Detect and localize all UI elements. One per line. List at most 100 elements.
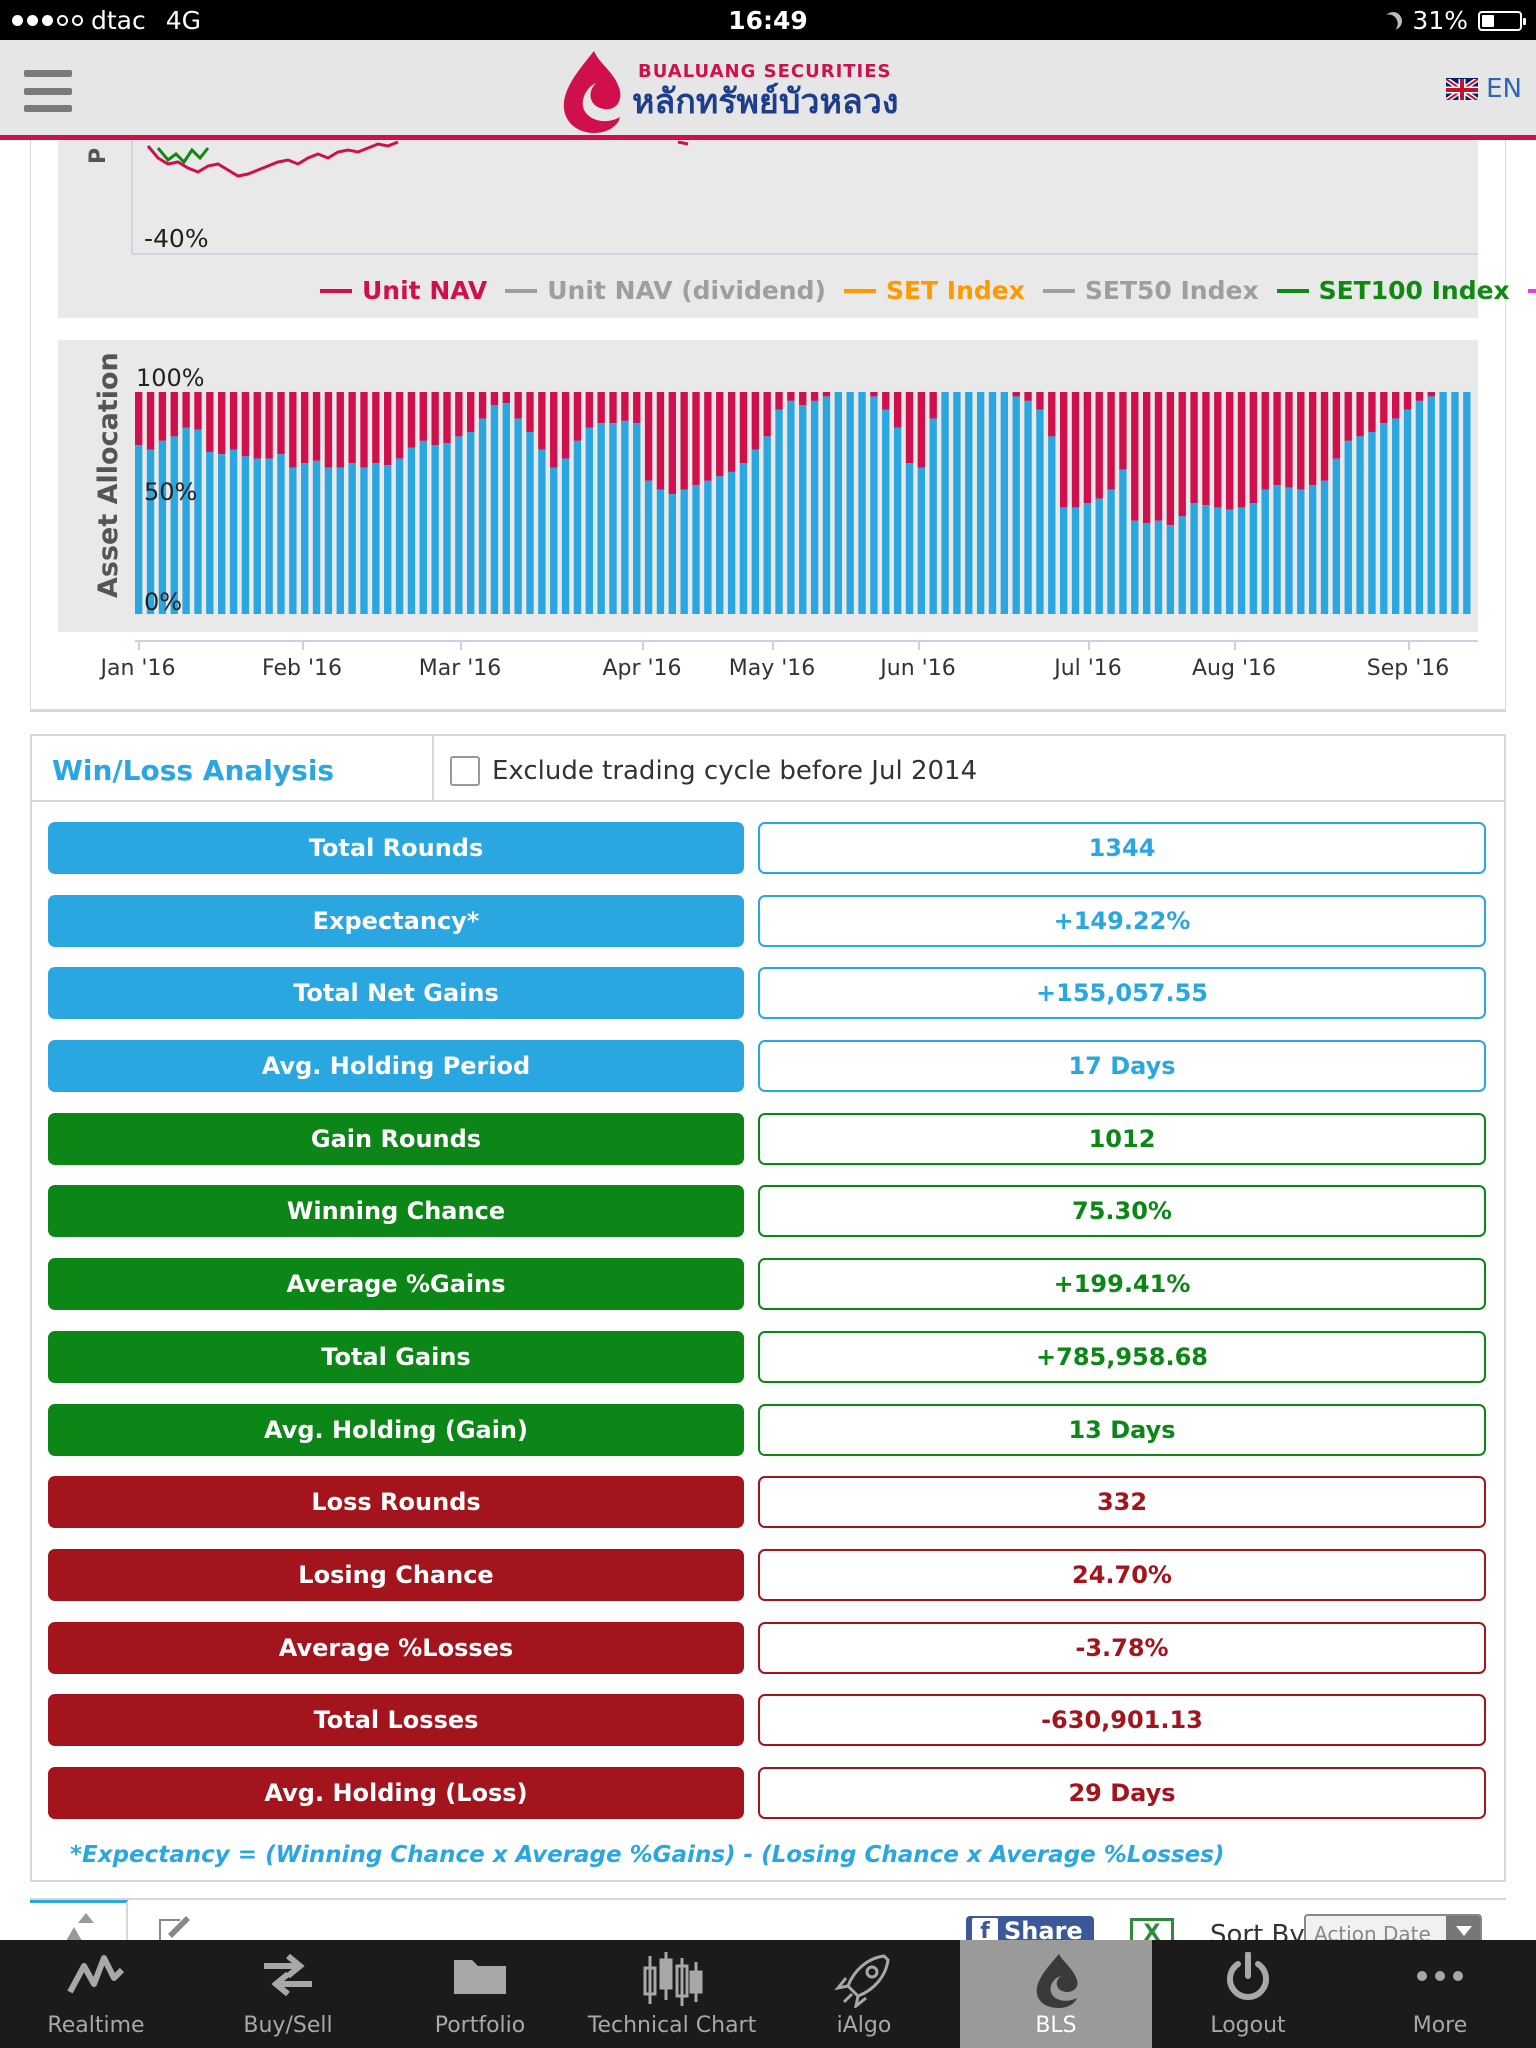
nav-more[interactable]: More [1344, 1940, 1536, 2048]
x-tick-mark [138, 640, 140, 650]
nav-buy-sell[interactable]: Buy/Sell [192, 1940, 384, 2048]
x-tick-mark [1088, 640, 1090, 650]
legend-unit-nav-dividend[interactable]: Unit NAV (dividend) [505, 276, 826, 305]
equity-bar [218, 454, 226, 614]
cash-bar [1308, 392, 1317, 486]
win-loss-row: Expectancy* +149.22% [48, 894, 1488, 947]
metric-value: 332 [758, 1476, 1486, 1529]
cash-bar [775, 392, 783, 410]
metric-label: Avg. Holding (Gain) [48, 1403, 744, 1456]
cash-bar [1297, 392, 1305, 490]
facebook-icon: f [972, 1918, 998, 1944]
equity-bar [538, 449, 546, 614]
menu-icon[interactable] [24, 70, 72, 112]
excel-export-icon[interactable]: X [1130, 1918, 1174, 1948]
cash-bar [597, 392, 605, 424]
cash-bar [1214, 392, 1222, 508]
equity-bar [253, 458, 261, 614]
exclude-cycle-checkbox[interactable] [450, 756, 480, 786]
equity-bar [419, 440, 427, 614]
edit-icon[interactable] [156, 1912, 196, 1942]
uk-flag-icon [1446, 78, 1479, 100]
equity-bar [1166, 525, 1175, 614]
equity-bar [384, 465, 392, 614]
equity-bar [1451, 392, 1459, 614]
cash-bar [680, 392, 688, 490]
equity-bar [751, 449, 759, 614]
equity-bar [490, 405, 499, 614]
cash-bar [1154, 392, 1163, 521]
win-loss-row: Total Gains +785,958.68 [48, 1330, 1488, 1383]
nav-label: More [1412, 2013, 1468, 2038]
cash-bar [656, 392, 665, 490]
nav-technical-chart[interactable]: Technical Chart [576, 1940, 768, 2048]
win-loss-header: Win/Loss Analysis Exclude trading cycle … [32, 736, 1504, 802]
nav-label: Technical Chart [587, 2013, 757, 2038]
equity-bar [870, 396, 878, 614]
equity-bar [739, 463, 748, 614]
cash-bar [538, 392, 546, 450]
equity-bar [810, 400, 819, 614]
legend-set50-index[interactable]: SET50 Index [1042, 276, 1259, 305]
equity-bar [336, 467, 344, 614]
cash-bar [467, 392, 475, 432]
win-loss-row: Losing Chance 24.70% [48, 1548, 1488, 1601]
bottom-navigation: Realtime Buy/Sell Portfolio Technical Chart… [0, 1940, 1536, 2048]
brand-logo[interactable]: BUALUANG SECURITIES หลักทรัพย์บัวหลวง [556, 46, 898, 136]
legend-set-index[interactable]: SET Index [843, 276, 1025, 305]
nav-realtime[interactable]: Realtime [0, 1940, 192, 2048]
equity-bar [846, 392, 854, 614]
equity-bar [1131, 520, 1139, 614]
nav-logout[interactable]: Logout [1152, 1940, 1344, 2048]
nav-bls[interactable]: BLS [960, 1940, 1152, 2048]
cash-bar [431, 392, 439, 446]
legend-set100-index[interactable]: SET100 Index [1276, 276, 1510, 305]
cash-bar [1048, 392, 1056, 437]
equity-bar [1273, 485, 1281, 614]
cash-bar [289, 392, 297, 468]
cash-bar [277, 392, 285, 455]
metric-value: 1344 [758, 822, 1486, 874]
performance-lines [131, 140, 1478, 255]
equity-bar [609, 423, 617, 614]
language-switch[interactable]: EN [1446, 74, 1522, 104]
win-loss-rows: Total Rounds 1344 Expectancy* +149.22% Total… [48, 822, 1488, 1840]
equity-bar [561, 458, 570, 614]
metric-value: 1012 [758, 1112, 1486, 1165]
nav-ialgo[interactable]: iAlgo [768, 1940, 960, 2048]
equity-bar [1000, 392, 1009, 614]
cash-bar [1059, 392, 1068, 508]
tab-recycle[interactable] [30, 1900, 128, 1944]
equity-bar [692, 485, 700, 614]
equity-bar [265, 458, 273, 614]
x-tick-mark [460, 640, 462, 650]
cash-bar [194, 392, 202, 430]
win-loss-row: Average %Losses -3.78% [48, 1621, 1488, 1674]
x-tick-label: May '16 [728, 656, 816, 681]
x-tick-mark [918, 640, 920, 650]
metric-label: Gain Rounds [48, 1112, 744, 1165]
equity-bar [822, 396, 831, 614]
win-loss-panel: Win/Loss Analysis Exclude trading cycle … [30, 734, 1506, 1882]
equity-bar [1297, 489, 1305, 614]
equity-bar [1142, 522, 1151, 614]
legend-more[interactable] [1527, 288, 1536, 293]
equity-bar [1190, 503, 1198, 614]
nav-portfolio[interactable]: Portfolio [384, 1940, 576, 2048]
metric-label: Total Gains [48, 1330, 744, 1383]
cash-bar [763, 392, 771, 437]
cash-bar [502, 392, 510, 404]
carrier-name: dtac [91, 6, 146, 35]
cash-bar [1403, 392, 1412, 410]
brand-name-th: หลักทรัพย์บัวหลวง [632, 82, 899, 122]
exclude-cycle-toggle[interactable]: Exclude trading cycle before Jul 2014 [450, 756, 977, 786]
equity-bar [229, 449, 238, 614]
cash-bar [1237, 392, 1246, 508]
equity-bar [585, 427, 593, 614]
equity-bar [194, 429, 202, 614]
cash-bar [882, 392, 890, 410]
legend-unit-nav[interactable]: Unit NAV [320, 276, 487, 305]
performance-chart[interactable]: P -40% [58, 140, 1478, 318]
metric-value: +149.22% [758, 894, 1486, 947]
metric-label: Total Losses [48, 1694, 744, 1747]
